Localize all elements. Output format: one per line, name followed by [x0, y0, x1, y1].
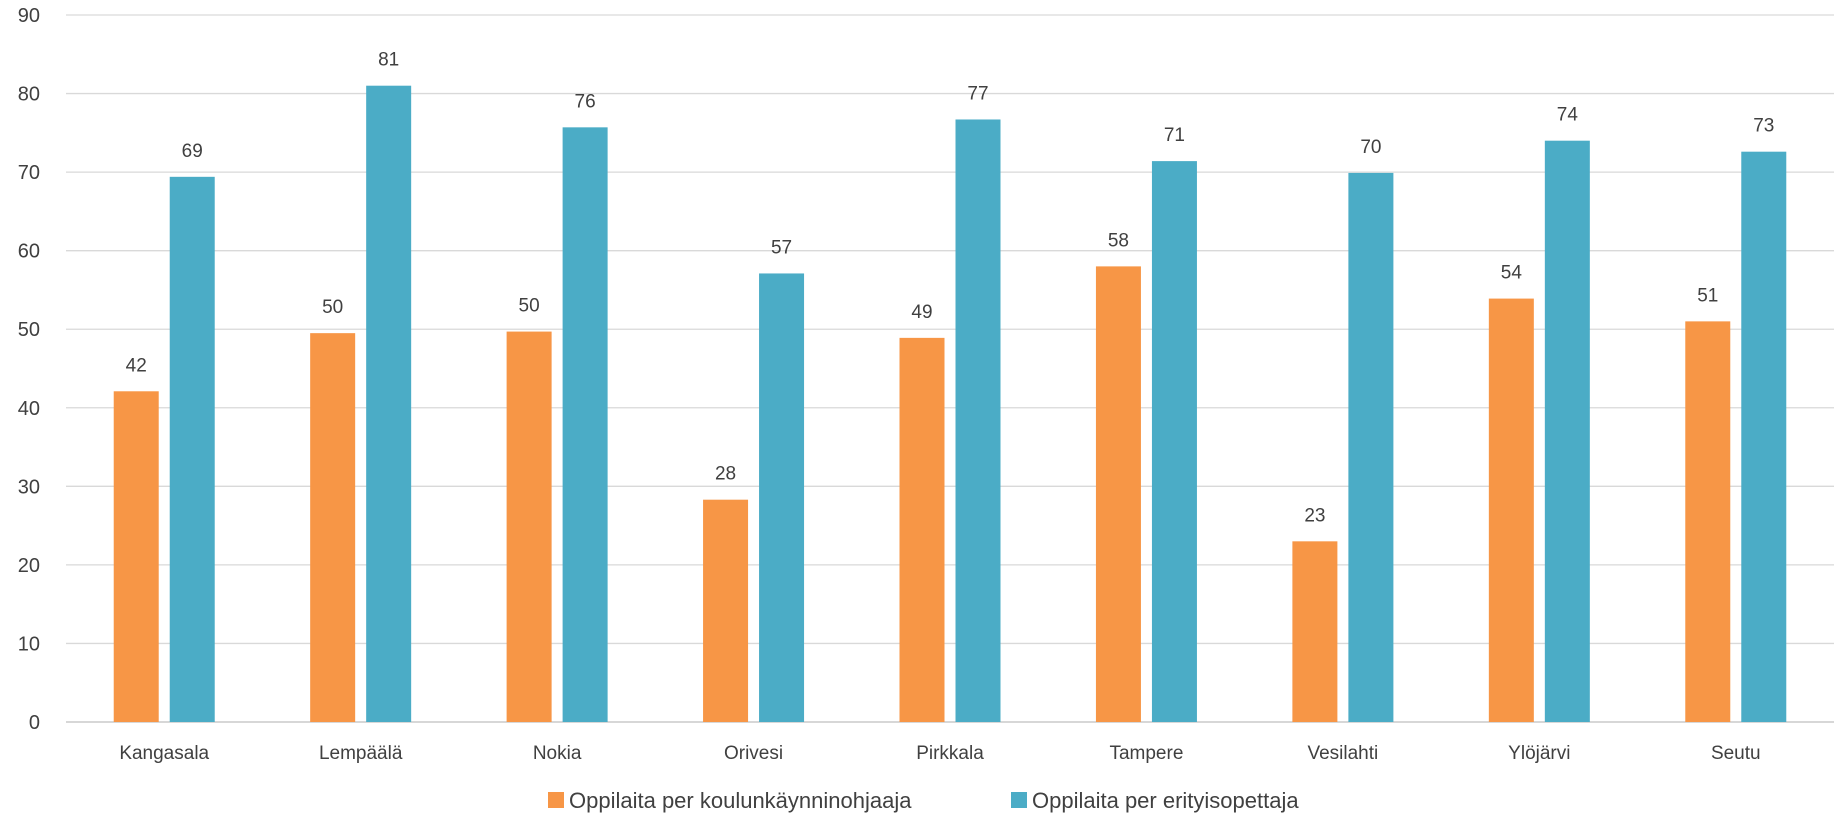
- x-category-label: Lempäälä: [319, 743, 403, 764]
- data-label: 28: [715, 464, 736, 485]
- y-tick-label: 90: [18, 5, 40, 27]
- x-category-label: Seutu: [1711, 743, 1761, 764]
- legend-label: Oppilaita per erityisopettaja: [1032, 788, 1299, 813]
- data-label: 74: [1557, 105, 1579, 126]
- bar-koulunkaynninohjaaja: [506, 331, 552, 722]
- bar-erityisopettaja: [562, 127, 608, 722]
- legend-label: Oppilaita per koulunkäynninohjaaja: [569, 788, 912, 813]
- x-axis-categories: Kangasala Lempäälä Nokia Orivesi Pirkkala Tam…: [119, 743, 1760, 764]
- y-tick-label: 60: [18, 241, 40, 263]
- data-label: 73: [1753, 116, 1774, 137]
- x-category-label: Ylöjärvi: [1508, 743, 1570, 764]
- bar-koulunkaynninohjaaja: [310, 333, 356, 722]
- legend-swatch: [548, 792, 564, 808]
- x-category-label: Pirkkala: [916, 743, 984, 764]
- y-axis-ticks: 0 10 20 30 40 50 60 70 80 90: [18, 5, 40, 734]
- data-label: 57: [771, 237, 792, 258]
- x-category-label: Nokia: [533, 743, 582, 764]
- bar-koulunkaynninohjaaja: [1488, 298, 1534, 722]
- bar-erityisopettaja: [759, 273, 805, 722]
- data-label: 51: [1697, 285, 1718, 306]
- data-label: 58: [1108, 230, 1129, 251]
- y-tick-label: 0: [29, 712, 40, 734]
- x-category-label: Kangasala: [119, 743, 209, 764]
- bar-erityisopettaja: [1151, 161, 1197, 722]
- y-tick-label: 50: [18, 319, 40, 341]
- y-tick-label: 10: [18, 633, 40, 655]
- data-label: 49: [911, 302, 932, 323]
- data-label: 70: [1360, 137, 1381, 158]
- y-tick-label: 40: [18, 398, 40, 420]
- bar-koulunkaynninohjaaja: [113, 391, 159, 722]
- bar-koulunkaynninohjaaja: [1292, 541, 1338, 722]
- bar-erityisopettaja: [169, 176, 215, 722]
- data-label: 71: [1164, 125, 1185, 146]
- bar-erityisopettaja: [366, 85, 412, 722]
- data-label: 50: [322, 297, 343, 318]
- bar-erityisopettaja: [1348, 172, 1394, 722]
- y-tick-label: 30: [18, 476, 40, 498]
- legend: Oppilaita per koulunkäynninohjaaja Oppila…: [548, 788, 1299, 813]
- data-label: 23: [1304, 505, 1325, 526]
- data-label: 69: [182, 141, 203, 162]
- data-labels: 42 69 50 81 50 76 28 57 49 77 58 71 23 70 54 74 51 73: [126, 50, 1775, 527]
- x-category-label: Tampere: [1109, 743, 1183, 764]
- data-label: 50: [519, 296, 540, 317]
- data-label: 76: [575, 91, 596, 112]
- gridlines: [66, 14, 1834, 723]
- bar-koulunkaynninohjaaja: [703, 499, 749, 722]
- legend-swatch: [1011, 792, 1027, 808]
- data-label: 81: [378, 50, 399, 71]
- bar-koulunkaynninohjaaja: [1685, 321, 1731, 722]
- bar-erityisopettaja: [1741, 151, 1787, 723]
- x-category-label: Orivesi: [724, 743, 783, 764]
- bar-koulunkaynninohjaaja: [1095, 266, 1141, 722]
- y-tick-label: 20: [18, 555, 40, 577]
- y-tick-label: 70: [18, 162, 40, 184]
- data-label: 42: [126, 355, 147, 376]
- data-label: 54: [1501, 263, 1523, 284]
- data-label: 77: [967, 83, 988, 104]
- bars: [113, 85, 1787, 723]
- bar-erityisopettaja: [1544, 140, 1590, 722]
- x-category-label: Vesilahti: [1307, 743, 1378, 764]
- bar-erityisopettaja: [955, 119, 1001, 723]
- bar-koulunkaynninohjaaja: [899, 337, 945, 722]
- y-tick-label: 80: [18, 84, 40, 106]
